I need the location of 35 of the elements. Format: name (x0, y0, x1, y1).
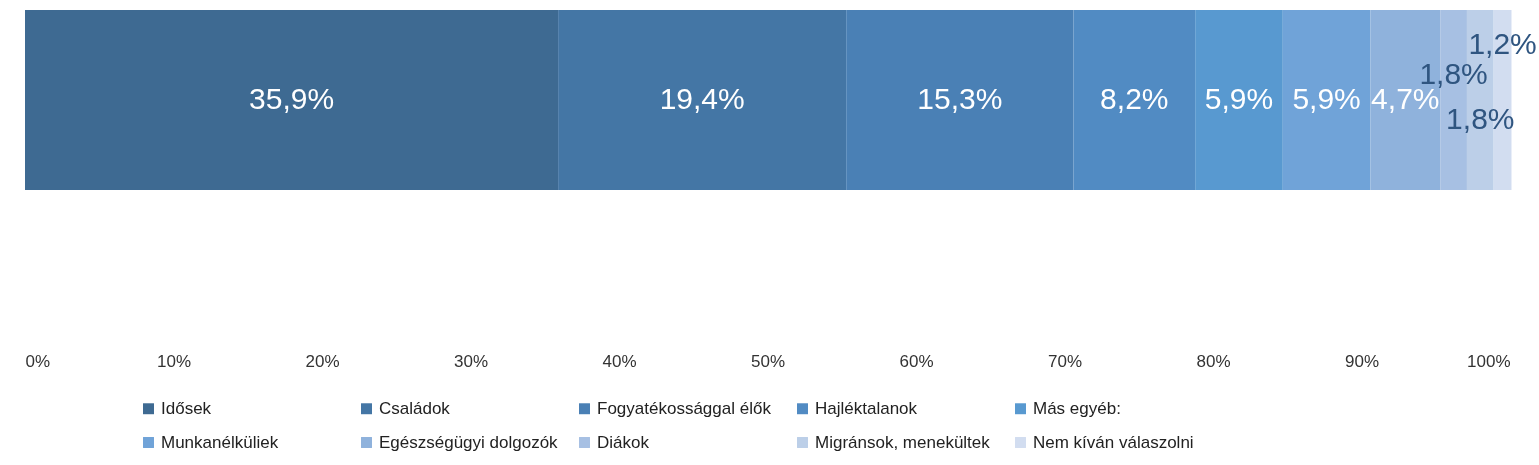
legend-label: Idősek (161, 398, 212, 418)
bar (846, 10, 1074, 190)
bar (1195, 10, 1283, 190)
legend-label: Fogyatékossággal élők (597, 398, 772, 418)
data-label: 5,9% (1292, 82, 1361, 115)
legend-label: Hajléktalanok (815, 398, 918, 418)
x-tick-label: 20% (305, 351, 340, 371)
legend-label: Diákok (597, 432, 650, 452)
legend-label: Nem kíván válaszolni (1033, 432, 1194, 452)
x-tick-label: 40% (602, 351, 637, 371)
bar (1073, 10, 1196, 190)
x-tick-label: 50% (750, 351, 786, 371)
legend-label: Migránsok, menekültek (815, 432, 991, 452)
data-label: 5,9% (1204, 82, 1274, 115)
data-label: 1,2% (1468, 27, 1537, 60)
x-tick-label: 10% (156, 351, 192, 371)
legend-label: Más egyéb: (1033, 398, 1121, 418)
data-label: 8,2% (1100, 82, 1169, 115)
legend-label: Egészségügyi dolgozók (379, 432, 559, 452)
bar (1282, 10, 1371, 190)
x-tick-label: 60% (899, 351, 934, 371)
data-label: 19,4% (659, 82, 745, 115)
data-label: 35,9% (249, 82, 335, 115)
legend-label: Munkanélküliek (161, 432, 279, 452)
x-tick-label: 100% (1467, 351, 1511, 371)
legend-label: Családok (379, 398, 451, 418)
data-label: 15,3% (917, 82, 1003, 115)
data-label: 1,8% (1446, 102, 1515, 135)
x-tick-label: 90% (1344, 351, 1380, 371)
x-tick-label: 0% (25, 351, 51, 371)
x-tick-label: 80% (1196, 351, 1231, 371)
x-tick-label: 70% (1047, 351, 1083, 371)
bar (558, 10, 847, 190)
x-tick-label: 30% (453, 351, 489, 371)
bar (25, 10, 559, 190)
